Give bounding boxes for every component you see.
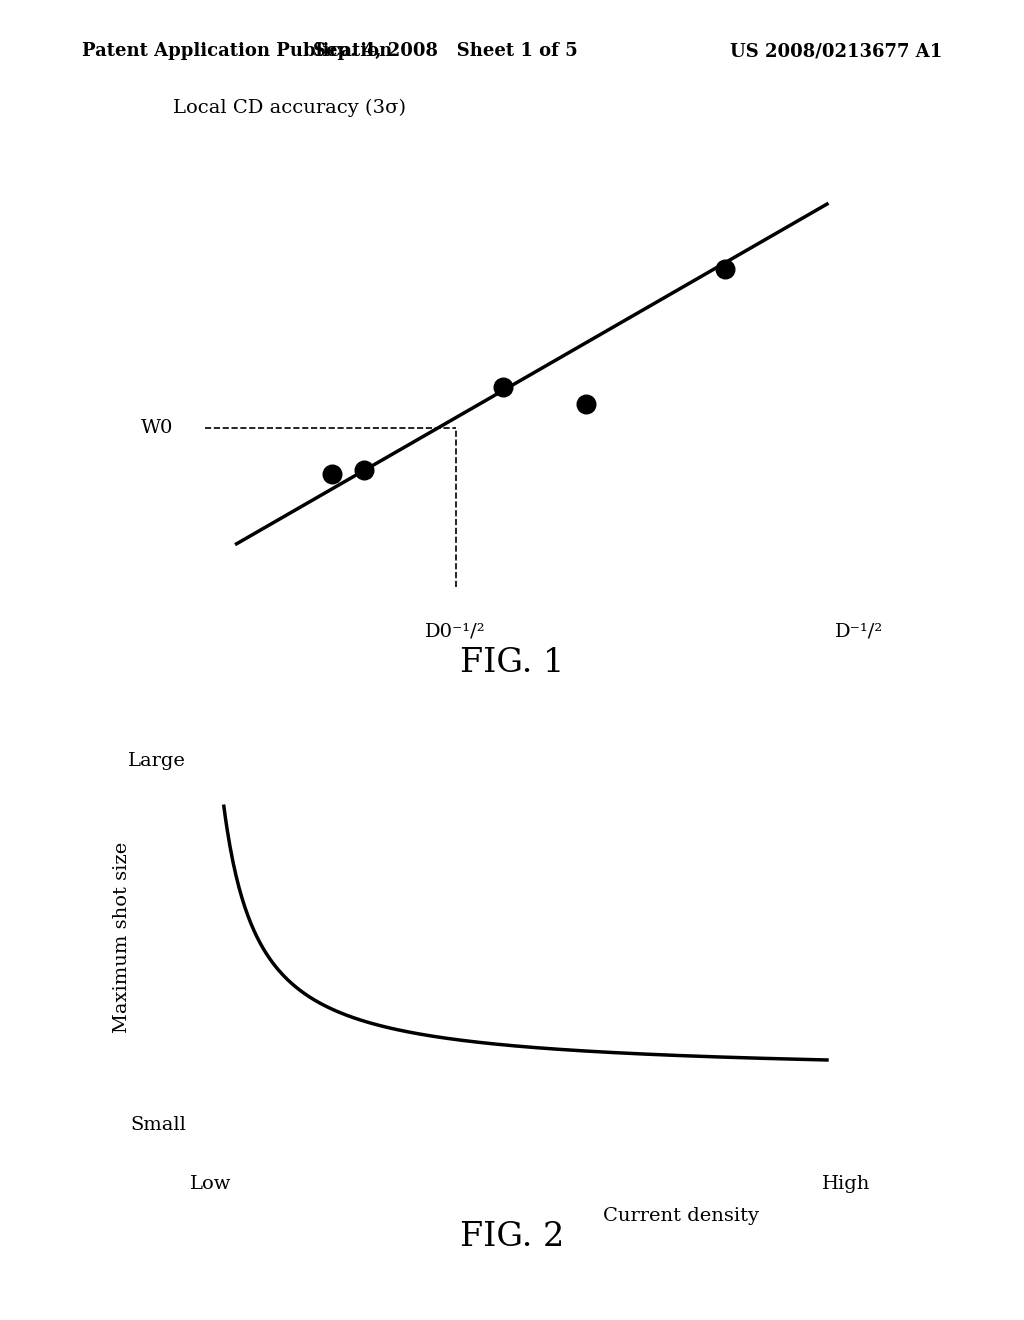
Text: D0⁻¹/²: D0⁻¹/²	[425, 622, 486, 640]
Text: Low: Low	[190, 1175, 231, 1192]
Text: US 2008/0213677 A1: US 2008/0213677 A1	[730, 42, 942, 61]
Text: D⁻¹/²: D⁻¹/²	[835, 622, 883, 640]
Text: High: High	[822, 1175, 870, 1192]
Point	[578, 393, 594, 414]
Text: Maximum shot size: Maximum shot size	[114, 842, 131, 1032]
Point	[355, 459, 372, 480]
Text: FIG. 2: FIG. 2	[460, 1221, 564, 1253]
Text: Local CD accuracy (3σ): Local CD accuracy (3σ)	[173, 99, 407, 117]
Point	[495, 376, 511, 397]
Text: FIG. 1: FIG. 1	[460, 647, 564, 678]
Text: Small: Small	[130, 1117, 185, 1134]
Text: Large: Large	[128, 752, 185, 771]
Text: Sep. 4, 2008   Sheet 1 of 5: Sep. 4, 2008 Sheet 1 of 5	[313, 42, 578, 61]
Text: Current density: Current density	[603, 1208, 759, 1225]
Text: W0: W0	[140, 420, 173, 437]
Text: Patent Application Publication: Patent Application Publication	[82, 42, 392, 61]
Point	[717, 259, 733, 280]
Point	[324, 463, 340, 484]
